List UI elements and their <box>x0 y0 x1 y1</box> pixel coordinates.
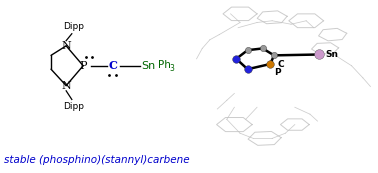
Text: Ph: Ph <box>158 60 171 70</box>
Text: P: P <box>79 61 87 71</box>
Text: C: C <box>278 60 285 69</box>
Text: 3: 3 <box>169 64 174 73</box>
Text: Dipp: Dipp <box>63 102 84 111</box>
Text: Dipp: Dipp <box>63 22 84 31</box>
Text: Sn: Sn <box>142 61 156 71</box>
Text: Sn: Sn <box>325 50 338 59</box>
Text: C: C <box>109 60 118 71</box>
Text: stable (phosphino)(stannyl)carbene: stable (phosphino)(stannyl)carbene <box>4 155 189 165</box>
Text: N: N <box>61 81 71 91</box>
Text: N: N <box>61 41 71 51</box>
Text: P: P <box>274 68 281 77</box>
